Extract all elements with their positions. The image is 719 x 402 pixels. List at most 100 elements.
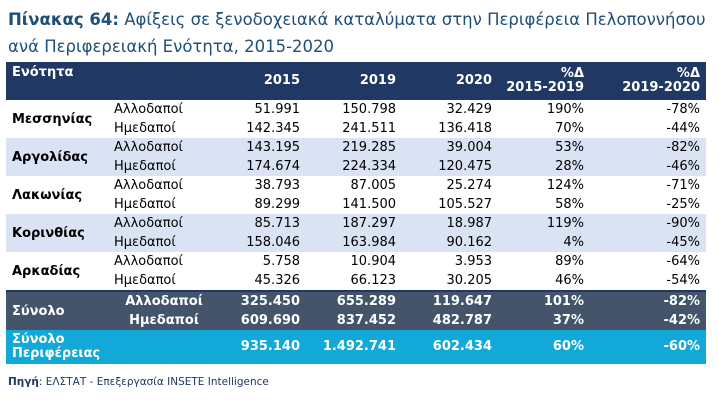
cell-change-2015-2019: 60% (498, 330, 591, 364)
cell-2015: 142.345 (220, 119, 307, 138)
table-title: Πίνακας 64: Αφίξεις σε ξενοδοχειακά κατα… (8, 6, 713, 60)
cell-change-2019-2020: -60% (590, 330, 707, 364)
cell-2019: 87.005 (306, 176, 403, 195)
source-label: Πηγή (8, 376, 39, 388)
cell-2019: 150.798 (306, 100, 403, 119)
region-total-label: Σύνολο Περιφέρειας (6, 330, 221, 364)
cell-2020: 105.527 (402, 195, 499, 214)
table-row: Αρκαδίας Αλλοδαποί 5.758 10.904 3.953 89… (6, 252, 707, 291)
table-row: Αργολίδας Αλλοδαποί 143.195 219.285 39.0… (6, 138, 707, 176)
cell-change-2019-2020: -54% (590, 271, 707, 291)
header-change-2015-2019-symbol: %Δ (560, 66, 585, 81)
cell-change-2015-2019: 28% (498, 157, 591, 176)
visitor-type: Αλλοδαποί (108, 138, 221, 157)
cell-2020: 39.004 (402, 138, 499, 157)
header-change-2019-2020-period: 2019-2020 (622, 80, 701, 95)
table-row: Ημεδαποί 45.326 66.123 30.205 46% -54% (6, 271, 707, 291)
cell-change-2015-2019: 190% (498, 100, 591, 119)
cell-2020: 119.647 (402, 290, 499, 311)
cell-change-2019-2020: -25% (590, 195, 707, 214)
header-2020: 2020 (402, 62, 499, 100)
table-number: Πίνακας 64: (8, 10, 119, 29)
cell-2015: 38.793 (220, 176, 307, 195)
cell-2020: 136.418 (402, 119, 499, 138)
table-row: Κορινθίας Αλλοδαποί 85.713 187.297 18.98… (6, 214, 707, 252)
cell-change-2019-2020: -82% (590, 138, 707, 157)
table-row: Ημεδαποί 174.674 224.334 120.475 28% -46… (6, 157, 707, 176)
table-caption: Αφίξεις σε ξενοδοχειακά καταλύματα στην … (8, 10, 706, 56)
total-label: Σύνολο (6, 290, 108, 330)
cell-2019: 187.297 (306, 214, 403, 233)
cell-2019: 1.492.741 (306, 330, 403, 364)
cell-2019: 66.123 (306, 271, 403, 291)
header-2019: 2019 (306, 62, 403, 100)
cell-change-2015-2019: 46% (498, 271, 591, 291)
visitor-type: Αλλοδαποί (108, 214, 221, 233)
cell-2019: 163.984 (306, 233, 403, 252)
cell-change-2015-2019: 124% (498, 176, 591, 195)
region-total-row: Σύνολο Περιφέρειας 935.140 1.492.741 602… (6, 330, 707, 364)
table-row: Ημεδαποί 142.345 241.511 136.418 70% -44… (6, 119, 707, 138)
visitor-type: Ημεδαποί (108, 119, 221, 138)
cell-2015: 85.713 (220, 214, 307, 233)
cell-change-2019-2020: -82% (590, 290, 707, 311)
visitor-type: Αλλοδαποί (108, 176, 221, 195)
total-row: Σύνολο Αλλοδαποί 325.450 655.289 119.647… (6, 290, 707, 330)
header-change-2019-2020-symbol: %Δ (676, 66, 701, 81)
cell-change-2015-2019: 89% (498, 252, 591, 271)
cell-change-2019-2020: -46% (590, 157, 707, 176)
cell-2020: 18.987 (402, 214, 499, 233)
cell-2020: 30.205 (402, 271, 499, 291)
visitor-type: Αλλοδαποί (108, 290, 221, 311)
source-text: : ΕΛΣΤΑΤ - Επεξεργασία INSETE Intelligen… (38, 376, 269, 388)
region-name: Κορινθίας (6, 214, 108, 252)
header-change-2015-2019: %Δ 2015-2019 (498, 62, 591, 100)
total-row: Ημεδαποί 609.690 837.452 482.787 37% -42… (6, 311, 707, 330)
cell-change-2019-2020: -44% (590, 119, 707, 138)
cell-2015: 89.299 (220, 195, 307, 214)
region-name: Λακωνίας (6, 176, 108, 214)
cell-2020: 120.475 (402, 157, 499, 176)
cell-change-2015-2019: 53% (498, 138, 591, 157)
arrivals-table: Ενότητα 2015 2019 2020 %Δ 2015-2019 %Δ 2… (6, 62, 707, 364)
table-row: Ημεδαποί 158.046 163.984 90.162 4% -45% (6, 233, 707, 252)
table-row: Λακωνίας Αλλοδαποί 38.793 87.005 25.274 … (6, 176, 707, 214)
cell-change-2019-2020: -64% (590, 252, 707, 271)
region-name: Μεσσηνίας (6, 100, 108, 138)
cell-2020: 32.429 (402, 100, 499, 119)
cell-2020: 482.787 (402, 311, 499, 330)
cell-2015: 51.991 (220, 100, 307, 119)
cell-2015: 143.195 (220, 138, 307, 157)
cell-change-2019-2020: -45% (590, 233, 707, 252)
cell-2019: 219.285 (306, 138, 403, 157)
cell-2020: 90.162 (402, 233, 499, 252)
cell-2020: 602.434 (402, 330, 499, 364)
source-note: Πηγή: ΕΛΣΤΑΤ - Επεξεργασία INSETE Intell… (8, 376, 269, 388)
cell-change-2015-2019: 37% (498, 311, 591, 330)
cell-change-2015-2019: 58% (498, 195, 591, 214)
cell-2020: 25.274 (402, 176, 499, 195)
cell-change-2019-2020: -90% (590, 214, 707, 233)
table-row: Ημεδαποί 89.299 141.500 105.527 58% -25% (6, 195, 707, 214)
region-name: Αρκαδίας (6, 252, 108, 291)
visitor-type: Αλλοδαποί (108, 252, 221, 271)
header-2015: 2015 (220, 62, 307, 100)
visitor-type: Ημεδαποί (108, 195, 221, 214)
cell-2015: 174.674 (220, 157, 307, 176)
cell-change-2015-2019: 101% (498, 290, 591, 311)
header-unit: Ενότητα (6, 62, 221, 100)
region-total-label-line2: Περιφέρειας (12, 346, 101, 361)
cell-2019: 10.904 (306, 252, 403, 271)
table-row: Μεσσηνίας Αλλοδαποί 51.991 150.798 32.42… (6, 100, 707, 138)
cell-change-2015-2019: 70% (498, 119, 591, 138)
cell-change-2015-2019: 4% (498, 233, 591, 252)
visitor-type: Αλλοδαποί (108, 100, 221, 119)
cell-2019: 837.452 (306, 311, 403, 330)
header-row: Ενότητα 2015 2019 2020 %Δ 2015-2019 %Δ 2… (6, 62, 707, 100)
cell-2020: 3.953 (402, 252, 499, 271)
cell-2015: 325.450 (220, 290, 307, 311)
cell-change-2019-2020: -71% (590, 176, 707, 195)
region-name: Αργολίδας (6, 138, 108, 176)
cell-change-2015-2019: 119% (498, 214, 591, 233)
cell-2019: 141.500 (306, 195, 403, 214)
